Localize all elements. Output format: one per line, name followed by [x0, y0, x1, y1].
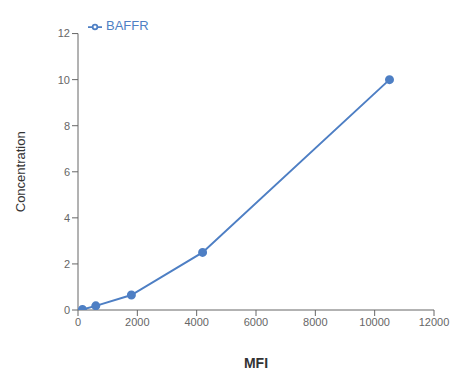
svg-text:2000: 2000 [125, 316, 149, 328]
svg-text:10: 10 [58, 74, 70, 86]
svg-text:8: 8 [64, 120, 70, 132]
svg-text:10000: 10000 [359, 316, 390, 328]
svg-text:12000: 12000 [419, 316, 450, 328]
svg-text:MFI: MFI [244, 355, 268, 371]
svg-text:4000: 4000 [184, 316, 208, 328]
svg-text:6: 6 [64, 166, 70, 178]
svg-text:6000: 6000 [244, 316, 268, 328]
svg-text:4: 4 [64, 212, 70, 224]
svg-text:2: 2 [64, 258, 70, 270]
svg-text:Concentration: Concentration [13, 131, 28, 212]
svg-text:8000: 8000 [303, 316, 327, 328]
svg-text:0: 0 [75, 316, 81, 328]
svg-text:12: 12 [58, 27, 70, 39]
html-text:BAFFR: BAFFR [106, 18, 149, 33]
svg-text:0: 0 [64, 304, 70, 316]
